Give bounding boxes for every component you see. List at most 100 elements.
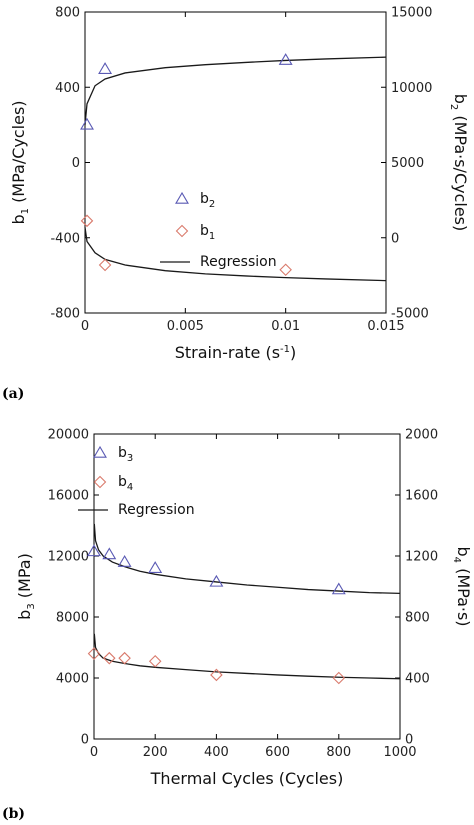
x-axis-label-end: )	[290, 343, 296, 362]
legend-entry-1: b2	[200, 191, 215, 210]
data-point-triangle	[148, 561, 163, 573]
y-left-tick-label: 16000	[48, 489, 89, 504]
y-left-tick-label: -400	[50, 231, 80, 246]
legend-marker-diamond	[93, 475, 107, 489]
data-point-diamond	[118, 651, 131, 665]
data-point-diamond	[210, 668, 223, 682]
y-left-tick-label: 800	[55, 6, 80, 21]
regression-curve-1	[84, 56, 387, 125]
data-point-triangle	[80, 117, 94, 130]
y-right-tick-label: 10000	[391, 81, 432, 96]
y-right-tick-label: 400	[405, 672, 430, 687]
y-right-label-unit: (MPa·s)	[454, 563, 473, 627]
x-tick-label: 0.01	[271, 319, 300, 334]
legend-marker-triangle	[175, 191, 189, 204]
regression-curve-2	[93, 633, 401, 680]
x-tick-label: 0.005	[167, 319, 204, 334]
data-point-diamond	[148, 654, 162, 668]
y-right-label-sub: 2	[448, 104, 459, 110]
y-right-tick-label: -5000	[391, 307, 429, 322]
x-axis-label-sup: -1	[280, 344, 290, 355]
x-axis-label: Thermal Cycles (Cycles)	[150, 769, 344, 788]
y-right-tick-label: 15000	[391, 6, 432, 21]
y-left-tick-label: 0	[81, 733, 89, 748]
y-right-tick-label: 1200	[405, 550, 438, 565]
y-right-label-sub: 4	[451, 557, 462, 563]
data-point-triangle	[278, 53, 293, 65]
legend-entry-base: b	[200, 191, 209, 207]
y-right-tick-label: 800	[405, 611, 430, 626]
y-left-tick-label: 8000	[56, 611, 89, 626]
x-tick-label: 200	[143, 745, 168, 760]
panel-label: (b)	[2, 806, 25, 822]
y-left-tick-label: 12000	[48, 550, 89, 565]
legend-entry-sub: 4	[127, 482, 133, 493]
legend-entry-1: b3	[118, 445, 133, 464]
legend-entry-sub: 3	[127, 453, 133, 464]
legend-entry-base: b	[200, 223, 209, 239]
legend-entry-2: b4	[118, 474, 133, 493]
x-tick-label: 0	[81, 319, 89, 334]
x-tick-label: 1000	[383, 745, 416, 760]
legend-marker-triangle	[93, 445, 107, 458]
legend-entry-3: Regression	[118, 502, 195, 518]
y-right-axis-label: b4 (MPa·s)	[451, 546, 473, 626]
data-point-triangle	[117, 555, 132, 567]
x-tick-label: 0	[90, 745, 98, 760]
legend-entry-3: Regression	[200, 254, 277, 270]
data-point-diamond	[279, 263, 292, 277]
y-right-tick-label: 1600	[405, 489, 438, 504]
data-point-diamond	[332, 671, 346, 685]
x-axis-label-text: Strain-rate (s	[175, 343, 280, 362]
y-right-label-base: b	[454, 546, 473, 556]
legend-marker-diamond	[175, 224, 189, 238]
y-left-tick-label: 0	[72, 156, 80, 171]
data-point-diamond	[87, 647, 101, 660]
panel-label: (a)	[2, 386, 24, 402]
y-right-tick-label: 0	[391, 231, 399, 246]
legend-entry-base: Regression	[200, 254, 277, 270]
regression-curve-1	[93, 523, 401, 595]
x-tick-label: 600	[265, 745, 290, 760]
data-point-diamond	[103, 651, 116, 665]
y-right-label-base: b	[451, 94, 470, 104]
x-axis-label-text: Thermal Cycles (Cycles)	[150, 769, 344, 788]
x-tick-label: 0.015	[367, 319, 404, 334]
y-left-tick-label: 400	[55, 81, 80, 96]
y-right-tick-label: 2000	[405, 428, 438, 443]
x-tick-label: 800	[326, 745, 351, 760]
y-left-axis-label: b1 (MPa/Cycles)	[9, 100, 31, 224]
chart-panel-1: 0 0.005 0.01 0.015 -800 -400 0 400 800 -5000 0 5000…	[2, 6, 470, 403]
y-right-axis-label: b2 (MPa·s/Cycles)	[448, 94, 470, 232]
y-left-label-base: b	[15, 610, 34, 620]
y-right-tick-label: 5000	[391, 156, 424, 171]
legend-entry-base: Regression	[118, 502, 195, 518]
data-point-triangle	[102, 547, 117, 560]
y-left-tick-label: 4000	[56, 672, 89, 687]
data-point-triangle	[87, 544, 101, 557]
y-left-tick-label: -800	[50, 307, 80, 322]
regression-curve-2	[84, 227, 387, 282]
legend-entry-2: b1	[200, 223, 215, 242]
data-point-diamond	[80, 214, 94, 228]
data-point-triangle	[209, 574, 224, 587]
legend-entry-base: b	[118, 474, 127, 490]
data-point-triangle	[98, 62, 113, 74]
y-right-tick-label: 0	[405, 733, 413, 748]
data-point-diamond	[98, 258, 112, 272]
x-axis-label: Strain-rate (s-1)	[175, 343, 297, 362]
x-tick-label: 400	[204, 745, 229, 760]
y-left-label-base: b	[9, 214, 28, 224]
legend-entry-sub: 2	[209, 199, 215, 210]
y-right-label-unit: (MPa·s/Cycles)	[451, 110, 470, 231]
y-left-label-unit: (MPa/Cycles)	[9, 100, 28, 208]
y-left-axis-label: b3 (MPa)	[15, 553, 37, 620]
y-left-label-unit: (MPa)	[15, 553, 34, 603]
legend-entry-base: b	[118, 445, 127, 461]
y-left-tick-label: 20000	[48, 428, 89, 443]
data-point-triangle	[331, 582, 346, 595]
y-left-label-sub: 3	[26, 603, 37, 609]
